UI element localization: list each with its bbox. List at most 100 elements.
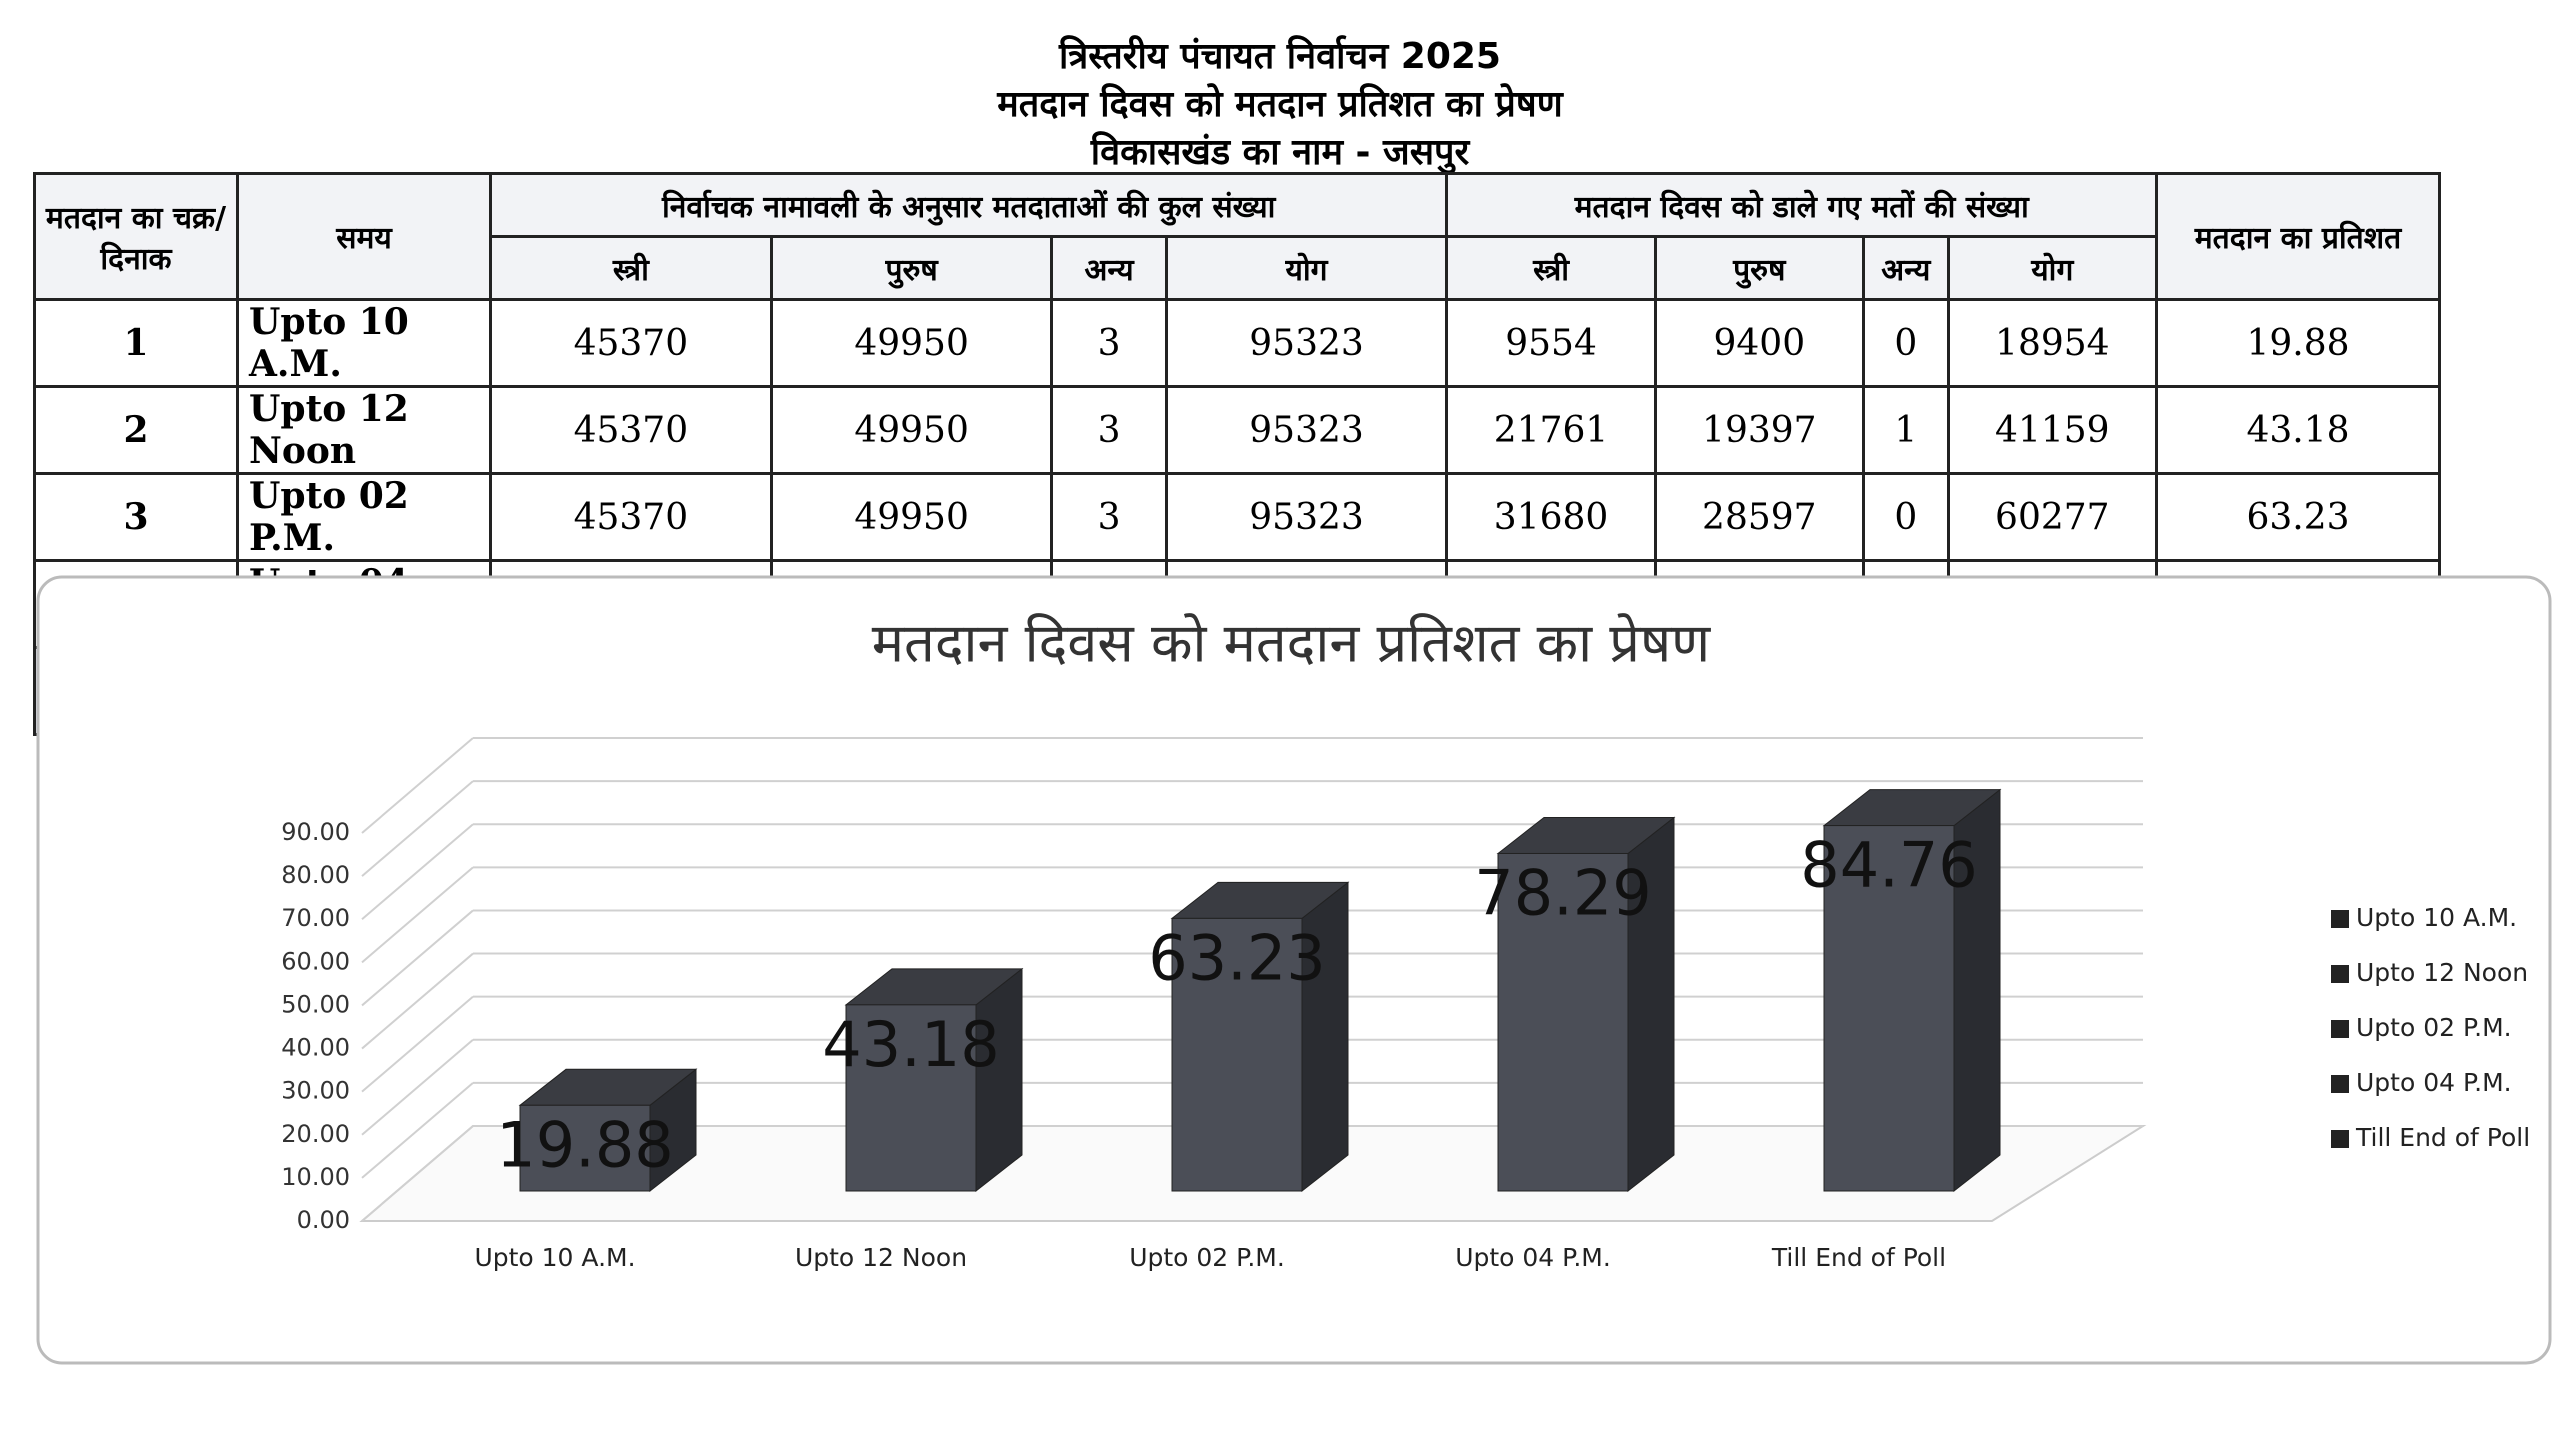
y-tick-label: 90.00 [281, 818, 350, 846]
doc-subtitle: मतदान दिवस को मतदान प्रतिशत का प्रेषण [997, 84, 1563, 125]
table-cell: Upto 10 A.M. [236, 298, 492, 388]
table-cell: Upto 02 P.M. [236, 472, 492, 562]
y-tick-label: 70.00 [281, 904, 350, 932]
x-tick-label: Upto 10 A.M. [474, 1243, 635, 1272]
header-cell: मतदान दिवस को डाले गए मतों की संख्या [1445, 172, 2158, 238]
table-cell: 41159 [1946, 385, 2159, 475]
subheader-cell: अन्य [1861, 235, 1950, 301]
table-cell: 31680 [1445, 472, 1657, 562]
doc-title: त्रिस्तरीय पंचायत निर्वाचन 2025 [1059, 36, 1501, 77]
grid-line [361, 952, 474, 1050]
bar [845, 1004, 977, 1192]
data-label: 84.76 [1800, 829, 1978, 902]
y-tick-label: 40.00 [281, 1034, 350, 1062]
table-cell: 3 [33, 472, 239, 562]
table-cell: 9554 [1445, 298, 1657, 388]
grid-line [361, 1039, 474, 1136]
table-cell: 1 [1861, 385, 1950, 475]
subheader-cell: स्त्री [489, 235, 773, 301]
subheader-cell: स्त्री [1445, 235, 1657, 301]
block-name: विकासखंड का नाम - जसपुर [1090, 132, 1470, 173]
grid-line [361, 737, 474, 834]
subheader-cell: योग [1946, 235, 2159, 301]
grid-line [361, 909, 474, 1007]
header-cell: मतदान का चक्र/ दिनाक [33, 172, 239, 301]
subheader-cell: योग [1164, 235, 1449, 301]
y-tick-label: 10.00 [281, 1163, 350, 1191]
bar [1497, 852, 1629, 1192]
bar [519, 1104, 651, 1192]
table-cell: 45370 [489, 385, 773, 475]
table-cell: 19397 [1653, 385, 1865, 475]
legend-swatch [2331, 910, 2349, 928]
legend-label: Upto 10 A.M. [2356, 903, 2517, 932]
chart: मतदान दिवस को मतदान प्रतिशत का प्रेषण 0.… [36, 575, 2552, 1365]
table-cell: 28597 [1653, 472, 1865, 562]
table-cell: 3 [1050, 472, 1168, 562]
y-tick-label: 80.00 [281, 861, 350, 889]
y-tick-label: 50.00 [281, 990, 350, 1018]
grid-line [361, 1082, 474, 1179]
table-cell: 9400 [1653, 298, 1865, 388]
table-cell: 45370 [489, 298, 773, 388]
table-cell: 0 [1861, 298, 1950, 388]
legend-swatch [2331, 1075, 2349, 1093]
legend-label: Upto 02 P.M. [2356, 1013, 2512, 1042]
legend-swatch [2331, 1130, 2349, 1148]
y-tick-label: 30.00 [281, 1077, 350, 1105]
data-label: 78.29 [1474, 857, 1652, 930]
data-label: 43.18 [822, 1008, 1000, 1081]
table-cell: 95323 [1164, 472, 1449, 562]
y-tick-label: 20.00 [281, 1120, 350, 1148]
grid-line [361, 1125, 474, 1222]
x-tick-label: Upto 02 P.M. [1129, 1243, 1285, 1272]
legend-swatch [2331, 1020, 2349, 1038]
table-cell: 95323 [1164, 298, 1449, 388]
grid-line [361, 995, 474, 1093]
table-cell: 3 [1050, 385, 1168, 475]
grid-line [361, 866, 474, 964]
table-cell: 1 [33, 298, 239, 388]
legend-label: Till End of Poll [2355, 1123, 2530, 1152]
x-tick-label: Upto 12 Noon [795, 1243, 967, 1272]
table-cell: Upto 12 Noon [236, 385, 492, 475]
table-cell: 3 [1050, 298, 1168, 388]
y-tick-label: 0.00 [297, 1206, 350, 1234]
subheader-cell: पुरुष [1653, 235, 1865, 301]
y-tick-label: 60.00 [281, 947, 350, 975]
table-cell: 49950 [769, 385, 1054, 475]
table-cell: 63.23 [2155, 472, 2441, 562]
header-cell: समय [236, 172, 492, 301]
header-cell: मतदान का प्रतिशत [2155, 172, 2441, 301]
table-cell: 18954 [1946, 298, 2159, 388]
x-tick-label: Upto 04 P.M. [1455, 1243, 1611, 1272]
chart-title: मतदान दिवस को मतदान प्रतिशत का प्रेषण [872, 612, 1711, 675]
header-cell: निर्वाचक नामावली के अनुसार मतदाताओं की क… [488, 172, 1449, 238]
legend-label: Upto 04 P.M. [2356, 1068, 2512, 1097]
table-cell: 49950 [769, 298, 1054, 388]
subheader-cell: पुरुष [769, 235, 1054, 301]
table-row: 3 Upto 02 P.M. 45370 49950 3 95323 31680 28597 0… [33, 472, 2441, 562]
table-cell: 49950 [769, 472, 1054, 562]
table-cell: 0 [1861, 472, 1950, 562]
grid-line [361, 780, 474, 877]
table-row: 1 Upto 10 A.M. 45370 49950 3 95323 9554 9400 0 18… [33, 298, 2441, 388]
table-cell: 19.88 [2155, 298, 2441, 388]
table-cell: 60277 [1946, 472, 2159, 562]
table-cell: 95323 [1164, 385, 1449, 475]
data-label: 63.23 [1148, 922, 1326, 995]
legend-swatch [2331, 965, 2349, 983]
x-tick-label: Till End of Poll [1771, 1243, 1946, 1272]
table-cell: 45370 [489, 472, 773, 562]
bar [1823, 825, 1955, 1192]
subheader-cell: अन्य [1050, 235, 1168, 301]
table-cell: 21761 [1445, 385, 1657, 475]
data-label: 19.88 [496, 1108, 674, 1181]
grid-line [361, 823, 474, 920]
bar [1171, 917, 1303, 1192]
legend-label: Upto 12 Noon [2356, 958, 2528, 987]
table-cell: 2 [33, 385, 239, 475]
table-cell: 43.18 [2155, 385, 2441, 475]
table-row: 2 Upto 12 Noon 45370 49950 3 95323 21761 19397 1… [33, 385, 2441, 475]
